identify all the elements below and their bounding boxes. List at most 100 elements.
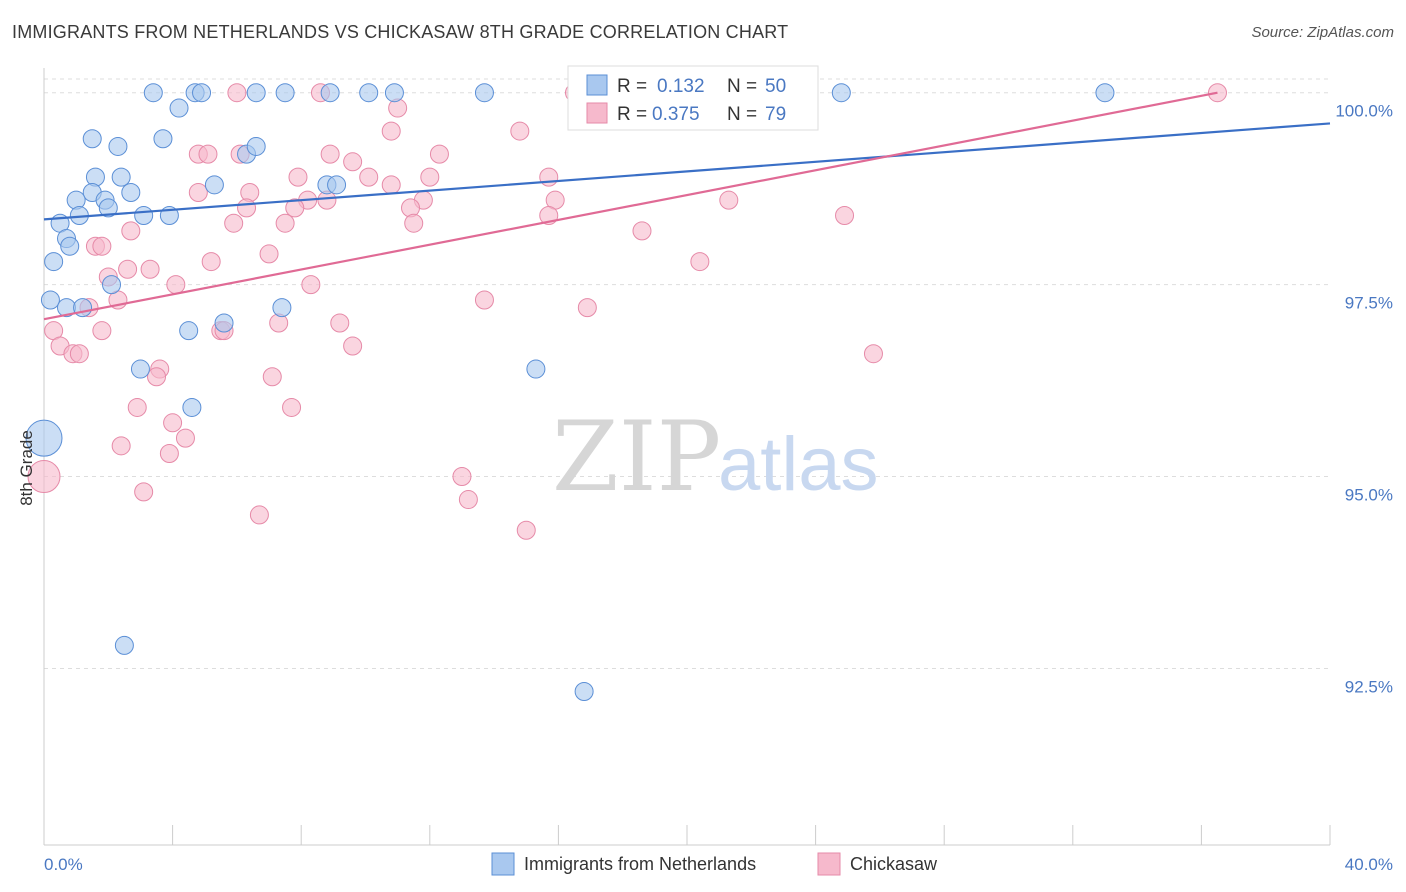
point-blue-35 xyxy=(40,290,60,310)
point-blue-32 xyxy=(60,236,80,256)
stats-blue-n-value: 50 xyxy=(765,76,786,97)
y-tick-label-0: 100.0% xyxy=(1335,102,1393,121)
point-blue-2 xyxy=(192,83,212,103)
point-pink-69 xyxy=(111,436,131,456)
point-pink-29 xyxy=(401,198,421,218)
point-blue-0 xyxy=(143,83,163,103)
x-tick-min: 0.0% xyxy=(44,855,83,874)
point-pink-45 xyxy=(166,275,186,295)
point-pink-66 xyxy=(282,397,302,417)
point-blue-5 xyxy=(320,83,340,103)
stats-pink-r-value: 0.375 xyxy=(652,104,700,125)
point-pink-20 xyxy=(188,183,208,202)
point-blue-3 xyxy=(246,83,266,103)
point-pink-11 xyxy=(198,144,218,164)
point-blue-18 xyxy=(111,167,131,187)
grid xyxy=(44,78,1330,669)
stats-pink-r-label: R = xyxy=(617,104,647,125)
stats-blue-n-label: N = xyxy=(727,76,757,97)
legend-label-chickasaw: Chickasaw xyxy=(850,854,938,874)
point-pink-57 xyxy=(343,336,363,356)
point-pink-21 xyxy=(240,183,260,202)
point-blue-9 xyxy=(831,83,851,103)
point-blue-40 xyxy=(179,321,199,341)
point-blue-8 xyxy=(474,83,494,103)
point-blue-23 xyxy=(121,183,141,202)
y-axis-label: 8th Grade xyxy=(17,430,36,506)
y-tick-label-3: 92.5% xyxy=(1345,677,1393,696)
watermark: ZIP atlas xyxy=(552,401,879,513)
stats-blue-swatch xyxy=(586,74,608,96)
point-pink-63 xyxy=(147,367,167,387)
point-pink-76 xyxy=(516,520,536,540)
point-pink-54 xyxy=(92,321,112,341)
point-blue-21 xyxy=(327,175,347,195)
point-pink-8 xyxy=(510,121,530,141)
point-blue-42 xyxy=(526,359,546,379)
point-pink-64 xyxy=(262,367,282,387)
legend-label-netherlands: Immigrants from Netherlands xyxy=(524,854,756,874)
point-pink-16 xyxy=(359,167,379,187)
point-blue-16 xyxy=(246,136,266,156)
point-pink-26 xyxy=(719,190,739,210)
point-pink-7 xyxy=(381,121,401,141)
trend-lines xyxy=(43,91,1331,321)
point-blue-19 xyxy=(204,175,224,195)
trend-line-netherlands xyxy=(43,122,1331,221)
point-pink-18 xyxy=(539,167,559,187)
stats-pink-swatch xyxy=(586,102,608,124)
point-pink-9 xyxy=(429,144,449,164)
series-chickasaw xyxy=(27,83,1227,540)
point-pink-30 xyxy=(835,206,855,226)
point-blue-28 xyxy=(134,206,154,226)
point-pink-46 xyxy=(301,275,321,295)
point-blue-13 xyxy=(153,129,173,149)
point-pink-48 xyxy=(474,290,494,310)
point-pink-68 xyxy=(175,428,195,448)
point-pink-43 xyxy=(140,259,160,279)
point-pink-13 xyxy=(320,144,340,164)
point-pink-70 xyxy=(159,444,179,463)
point-pink-52 xyxy=(330,313,350,333)
point-pink-71 xyxy=(27,460,61,494)
point-blue-41 xyxy=(130,359,150,379)
series-netherlands xyxy=(25,83,1115,701)
point-pink-33 xyxy=(404,213,424,233)
y-tick-label-1: 97.5% xyxy=(1345,294,1393,313)
point-blue-46 xyxy=(574,681,594,701)
point-pink-19 xyxy=(381,175,401,195)
chart-title: IMMIGRANTS FROM NETHERLANDS VS CHICKASAW… xyxy=(12,22,789,42)
point-pink-67 xyxy=(163,413,183,433)
trend-line-chickasaw xyxy=(43,91,1218,321)
point-pink-17 xyxy=(420,167,440,187)
source-label: Source: ZipAtlas.com xyxy=(1251,24,1394,41)
point-pink-75 xyxy=(249,505,269,525)
watermark-atlas: atlas xyxy=(718,422,879,507)
point-pink-32 xyxy=(275,213,295,233)
y-axis-ticks: 100.0% 97.5% 95.0% 92.5% xyxy=(1335,102,1393,697)
point-pink-40 xyxy=(690,252,710,272)
point-blue-10 xyxy=(1095,83,1115,103)
point-pink-74 xyxy=(458,490,478,510)
point-blue-44 xyxy=(25,419,63,457)
legend-swatch-netherlands xyxy=(491,852,515,876)
stats-pink-n-value: 79 xyxy=(765,104,786,125)
point-pink-27 xyxy=(285,198,305,218)
point-blue-38 xyxy=(272,298,292,318)
point-pink-34 xyxy=(224,213,244,233)
legend: Immigrants from Netherlands Chickasaw xyxy=(491,852,938,876)
stats-blue-r-value: 0.132 xyxy=(657,76,705,97)
legend-swatch-chickasaw xyxy=(817,852,841,876)
point-blue-34 xyxy=(102,275,122,295)
point-blue-27 xyxy=(98,198,118,218)
point-pink-60 xyxy=(69,344,89,364)
y-tick-label-2: 95.0% xyxy=(1345,486,1393,505)
point-blue-6 xyxy=(359,83,379,103)
point-blue-45 xyxy=(114,635,134,655)
point-pink-50 xyxy=(577,298,597,318)
point-blue-12 xyxy=(82,129,102,149)
point-pink-14 xyxy=(343,152,363,172)
point-pink-15 xyxy=(288,167,308,187)
stats-box-frame xyxy=(567,65,819,131)
